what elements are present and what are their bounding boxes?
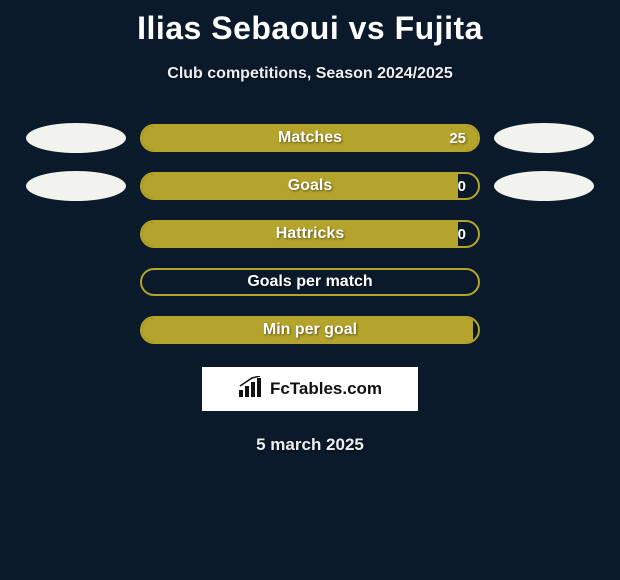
page-subtitle: Club competitions, Season 2024/2025: [0, 65, 620, 83]
stat-bar: Goals per match: [140, 268, 480, 296]
stat-bar: Min per goal: [140, 316, 480, 344]
brand-text: FcTables.com: [270, 379, 382, 399]
stat-row: Min per goal: [0, 315, 620, 345]
comparison-infographic: Ilias Sebaoui vs Fujita Club competition…: [0, 0, 620, 580]
player-right-marker: [494, 171, 594, 201]
stat-row: Hattricks0: [0, 219, 620, 249]
stat-bar: Matches25: [140, 124, 480, 152]
stat-label: Matches: [142, 126, 478, 150]
page-title: Ilias Sebaoui vs Fujita: [0, 0, 620, 47]
stat-value: 25: [449, 126, 466, 150]
stat-bars-group: Matches25Goals0Hattricks0Goals per match…: [0, 123, 620, 345]
spacer: [494, 267, 594, 297]
spacer: [26, 267, 126, 297]
player-left-marker: [26, 171, 126, 201]
stat-label: Hattricks: [142, 222, 478, 246]
stat-label: Goals per match: [142, 270, 478, 294]
brand-chart-icon: [238, 376, 264, 403]
stat-value: 0: [458, 174, 466, 198]
spacer: [26, 315, 126, 345]
stat-row: Matches25: [0, 123, 620, 153]
brand-badge: FcTables.com: [202, 367, 418, 411]
player-right-marker: [494, 123, 594, 153]
stat-label: Min per goal: [142, 318, 478, 342]
spacer: [494, 219, 594, 249]
stat-bar: Hattricks0: [140, 220, 480, 248]
spacer: [494, 315, 594, 345]
stat-row: Goals0: [0, 171, 620, 201]
stat-value: 0: [458, 222, 466, 246]
spacer: [26, 219, 126, 249]
stat-label: Goals: [142, 174, 478, 198]
footer-date: 5 march 2025: [0, 435, 620, 455]
stat-row: Goals per match: [0, 267, 620, 297]
player-left-marker: [26, 123, 126, 153]
stat-bar: Goals0: [140, 172, 480, 200]
